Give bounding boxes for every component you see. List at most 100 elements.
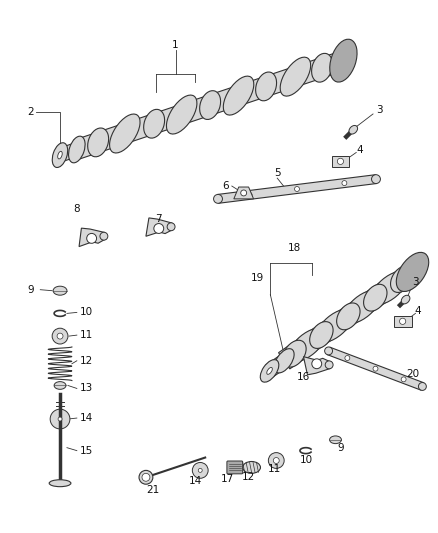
- Circle shape: [325, 347, 332, 355]
- Text: 15: 15: [80, 446, 93, 456]
- Ellipse shape: [283, 340, 306, 367]
- Text: 2: 2: [27, 107, 34, 117]
- Circle shape: [57, 333, 63, 339]
- Ellipse shape: [289, 328, 325, 361]
- Ellipse shape: [401, 295, 410, 304]
- Circle shape: [198, 469, 202, 472]
- Circle shape: [401, 377, 406, 382]
- Ellipse shape: [344, 290, 380, 324]
- Text: 12: 12: [242, 472, 255, 482]
- Circle shape: [418, 383, 426, 390]
- Text: 5: 5: [274, 168, 281, 178]
- Circle shape: [87, 233, 96, 243]
- Circle shape: [52, 328, 68, 344]
- Ellipse shape: [243, 462, 261, 473]
- Ellipse shape: [144, 109, 165, 138]
- Ellipse shape: [53, 286, 67, 295]
- Text: 11: 11: [268, 464, 281, 474]
- Ellipse shape: [49, 480, 71, 487]
- Circle shape: [273, 457, 279, 464]
- Circle shape: [241, 190, 247, 196]
- Ellipse shape: [88, 128, 109, 157]
- Text: 9: 9: [337, 443, 344, 453]
- Circle shape: [294, 187, 300, 191]
- Text: 12: 12: [80, 356, 93, 366]
- Text: 11: 11: [80, 330, 93, 340]
- Polygon shape: [332, 156, 350, 167]
- Ellipse shape: [311, 53, 332, 82]
- Circle shape: [58, 417, 62, 421]
- Ellipse shape: [371, 271, 408, 304]
- Polygon shape: [265, 355, 288, 377]
- Ellipse shape: [139, 471, 153, 484]
- Ellipse shape: [166, 95, 197, 134]
- Circle shape: [247, 192, 252, 197]
- Text: 4: 4: [357, 144, 364, 155]
- Ellipse shape: [330, 39, 357, 82]
- Ellipse shape: [274, 349, 294, 373]
- Text: 10: 10: [300, 455, 314, 465]
- Ellipse shape: [364, 284, 387, 311]
- Ellipse shape: [52, 143, 68, 167]
- Ellipse shape: [396, 252, 429, 292]
- Polygon shape: [327, 347, 424, 390]
- Text: 3: 3: [412, 277, 419, 287]
- Text: 13: 13: [80, 383, 93, 393]
- Circle shape: [373, 366, 378, 371]
- Ellipse shape: [329, 436, 342, 443]
- Ellipse shape: [280, 57, 311, 96]
- Ellipse shape: [223, 76, 254, 115]
- Circle shape: [337, 158, 343, 165]
- Polygon shape: [279, 264, 418, 369]
- Text: 19: 19: [251, 273, 264, 283]
- Circle shape: [325, 361, 333, 369]
- Text: 18: 18: [287, 243, 300, 253]
- Polygon shape: [217, 175, 377, 203]
- Polygon shape: [304, 357, 331, 375]
- Ellipse shape: [391, 265, 414, 293]
- Text: 7: 7: [155, 214, 162, 224]
- Circle shape: [142, 473, 150, 481]
- Polygon shape: [58, 143, 79, 161]
- Circle shape: [167, 223, 175, 231]
- Text: 21: 21: [146, 485, 159, 495]
- Text: 20: 20: [406, 369, 419, 378]
- Ellipse shape: [110, 114, 140, 153]
- Ellipse shape: [69, 136, 85, 163]
- Circle shape: [268, 453, 284, 469]
- Ellipse shape: [54, 382, 66, 389]
- Ellipse shape: [316, 309, 353, 342]
- Circle shape: [154, 223, 164, 233]
- Polygon shape: [394, 316, 412, 327]
- Text: 9: 9: [27, 285, 34, 295]
- Polygon shape: [234, 187, 254, 199]
- Ellipse shape: [200, 91, 221, 119]
- Text: 14: 14: [189, 477, 202, 486]
- Polygon shape: [146, 218, 173, 236]
- Text: 10: 10: [80, 308, 93, 318]
- Polygon shape: [79, 228, 106, 247]
- Text: 8: 8: [74, 204, 80, 214]
- Circle shape: [345, 356, 350, 360]
- Circle shape: [342, 181, 347, 185]
- Text: 6: 6: [223, 181, 229, 191]
- Ellipse shape: [337, 303, 360, 330]
- Ellipse shape: [58, 151, 62, 159]
- Circle shape: [214, 195, 223, 203]
- Text: 14: 14: [80, 413, 93, 423]
- FancyBboxPatch shape: [227, 461, 243, 474]
- Text: 17: 17: [221, 474, 234, 484]
- Ellipse shape: [256, 72, 276, 101]
- Ellipse shape: [267, 367, 272, 374]
- Circle shape: [399, 318, 406, 325]
- Circle shape: [50, 409, 70, 429]
- Circle shape: [192, 463, 208, 478]
- Circle shape: [371, 175, 381, 183]
- Text: 4: 4: [414, 306, 421, 317]
- Circle shape: [100, 232, 108, 240]
- Ellipse shape: [310, 321, 333, 349]
- Polygon shape: [74, 51, 346, 159]
- Ellipse shape: [260, 360, 279, 382]
- Text: 3: 3: [377, 105, 383, 115]
- Text: 1: 1: [172, 40, 179, 50]
